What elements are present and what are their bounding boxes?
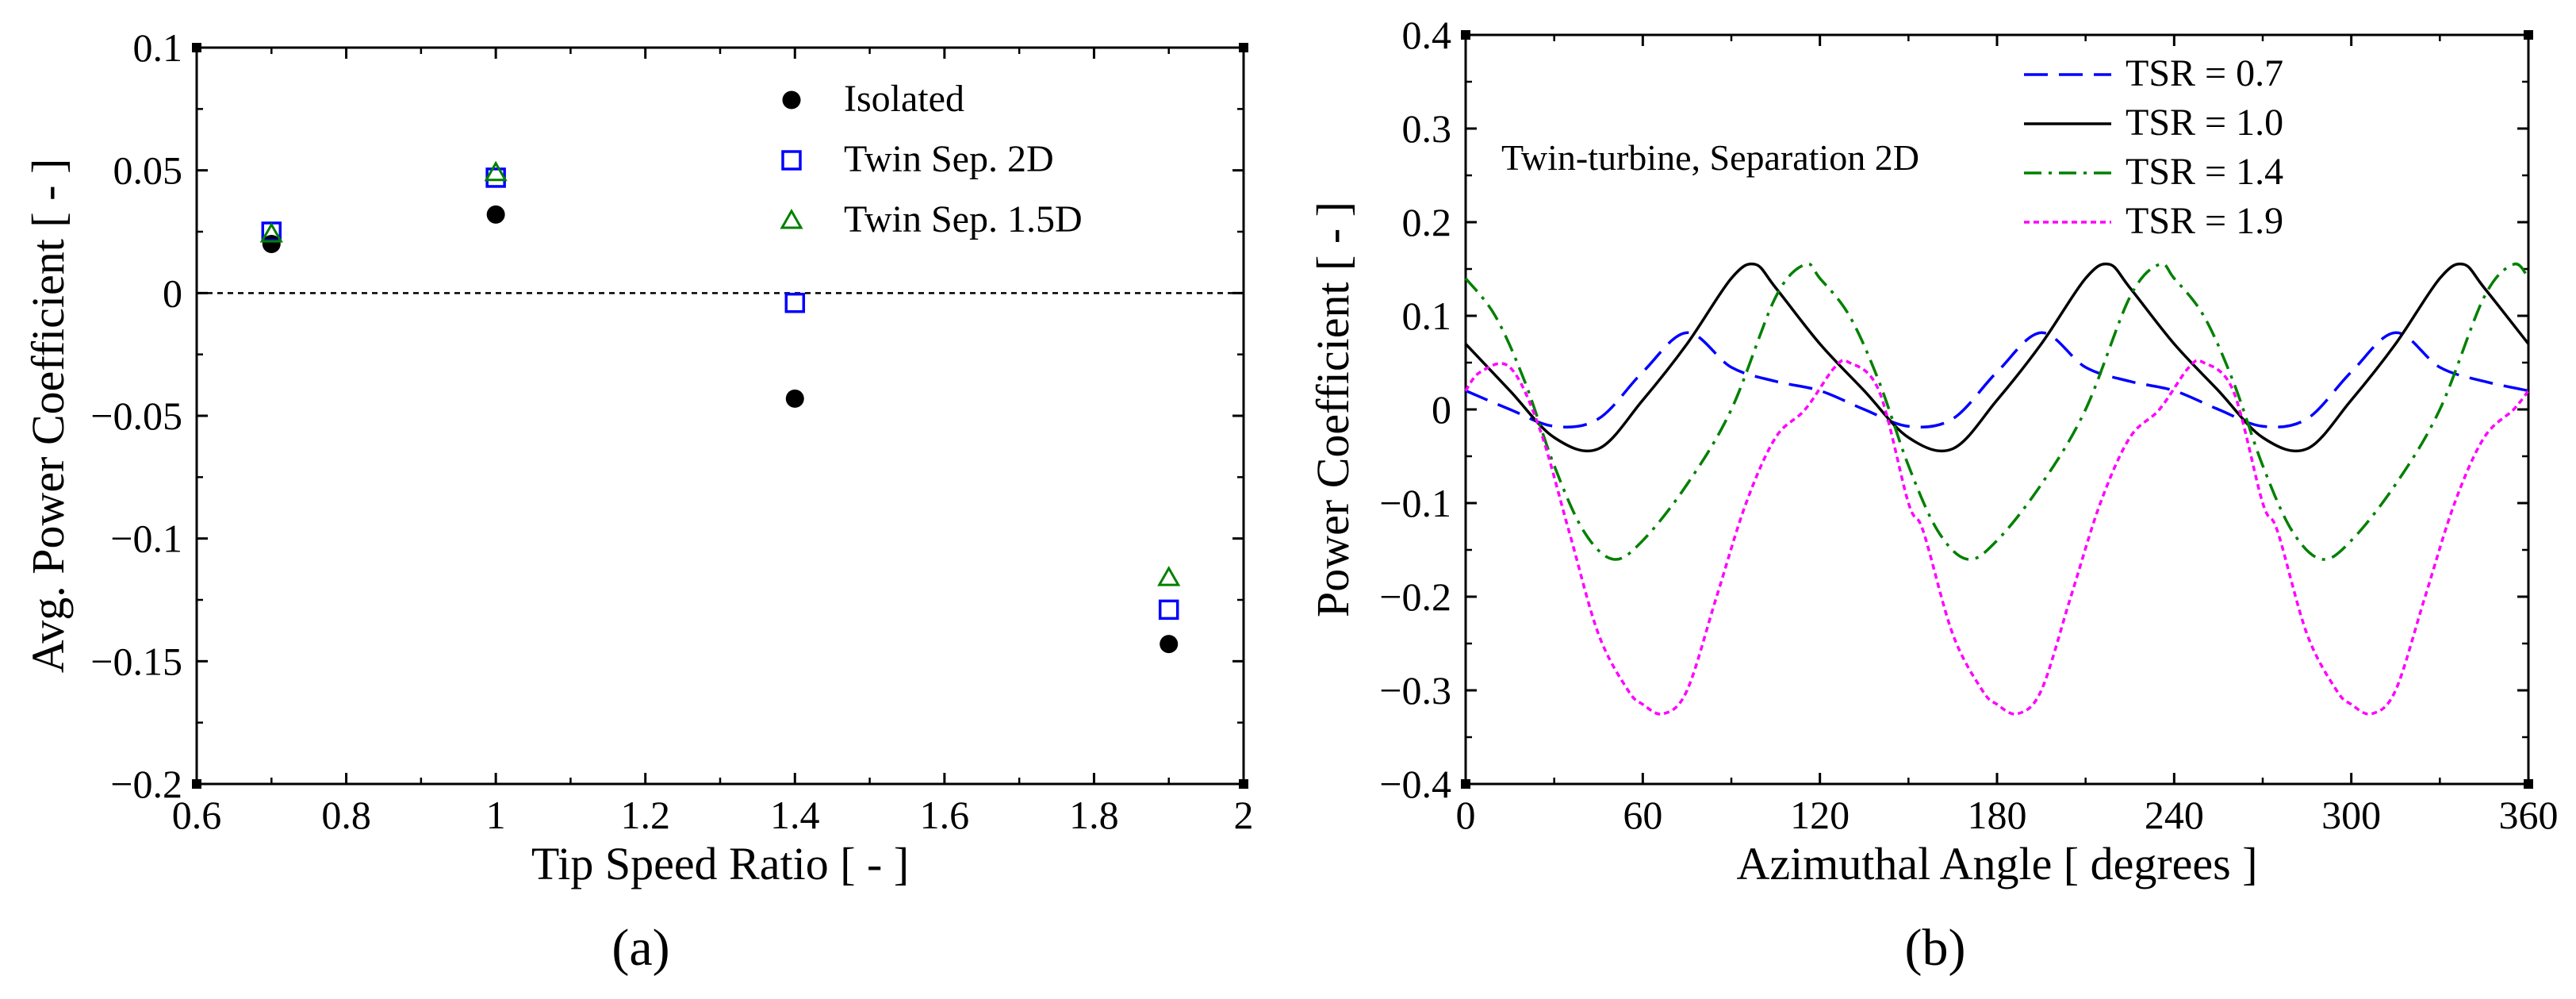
data-point-open-triangle <box>259 222 283 243</box>
legend-label: Isolated <box>844 78 964 120</box>
y-tick-label: 0 <box>163 271 182 315</box>
panel-b-x-tick-labels: 0 60 120 180 240 300 360 <box>1456 793 2559 837</box>
panel-b-x-axis-title: Azimuthal Angle [ degrees ] <box>1736 838 2257 889</box>
y-tick-label: 0.4 <box>1402 13 1452 57</box>
series-line <box>1464 359 2530 716</box>
data-point-open-square <box>784 292 806 313</box>
panel-b-chart: 0 60 120 180 240 300 360 0.4 0.3 0.2 0.1 0 −0.1 −0.2… <box>1307 13 2559 977</box>
frame-corner-marker <box>1461 30 1470 40</box>
y-tick-label: −0.1 <box>1379 481 1451 525</box>
legend-label: TSR = 1.9 <box>2126 200 2283 242</box>
x-tick-label: 360 <box>2499 793 2559 837</box>
x-tick-label: 180 <box>1968 793 2027 837</box>
y-tick-label: 0.1 <box>1402 294 1452 338</box>
legend-label: Twin Sep. 2D <box>844 138 1054 180</box>
frame-corner-marker <box>1239 779 1248 789</box>
x-tick-label: 0.8 <box>321 793 371 837</box>
panel-a-ticks <box>192 43 1248 789</box>
panel-a-x-axis-title: Tip Speed Ratio [ - ] <box>531 838 909 889</box>
y-tick-label: 0.1 <box>133 25 183 70</box>
frame-corner-marker <box>2524 30 2533 40</box>
legend-label: TSR = 0.7 <box>2126 52 2283 94</box>
frame-corner-marker <box>192 43 201 52</box>
x-tick-label: 1.4 <box>770 793 820 837</box>
panel-a-plot-frame <box>195 46 1245 786</box>
frame-corner-marker <box>2524 779 2533 789</box>
data-point-filled-circle <box>1160 635 1179 654</box>
panel-b-legend: TSR = 0.7 TSR = 1.0 TSR = 1.4 TSR = 1.9 <box>2024 52 2283 242</box>
legend-marker <box>781 150 802 171</box>
panel-b-y-tick-labels: 0.4 0.3 0.2 0.1 0 −0.1 −0.2 −0.3 −0.4 <box>1379 13 1451 806</box>
panel-a-y-axis-title: Avg. Power Coefficient [ - ] <box>22 159 74 674</box>
panel-b-series-lines <box>1464 262 2530 716</box>
x-tick-label: 1.8 <box>1069 793 1119 837</box>
legend-label: Twin Sep. 1.5D <box>844 198 1083 240</box>
legend-label: TSR = 1.0 <box>2126 102 2283 144</box>
data-point-open-triangle <box>484 160 508 182</box>
y-tick-label: −0.05 <box>90 394 182 438</box>
x-tick-label: 0.6 <box>172 793 222 837</box>
x-tick-label: 60 <box>1623 793 1662 837</box>
series-line <box>1464 262 2530 453</box>
panel-b-y-axis-title: Power Coefficient [ - ] <box>1307 202 1359 617</box>
y-tick-label: 0.3 <box>1402 106 1452 151</box>
legend-label: TSR = 1.4 <box>2126 151 2283 193</box>
panel-a-label: (a) <box>611 919 669 977</box>
y-tick-label: −0.15 <box>90 639 182 683</box>
panel-a-data-points <box>259 160 1181 654</box>
y-tick-label: −0.4 <box>1379 762 1451 806</box>
legend-marker <box>782 90 801 110</box>
x-tick-label: 240 <box>2145 793 2204 837</box>
panel-b-label: (b) <box>1905 919 1966 977</box>
frame-corner-marker <box>192 779 201 789</box>
y-tick-label: −0.2 <box>1379 574 1451 619</box>
x-tick-label: 1.6 <box>920 793 970 837</box>
x-tick-label: 1 <box>486 793 506 837</box>
x-tick-label: 0 <box>1456 793 1476 837</box>
panel-a-x-tick-labels: 0.6 0.8 1 1.2 1.4 1.6 1.8 2 <box>172 793 1254 837</box>
x-tick-label: 2 <box>1234 793 1254 837</box>
y-tick-label: −0.2 <box>110 762 182 806</box>
y-tick-label: 0.2 <box>1402 200 1452 244</box>
frame-corner-marker <box>1461 779 1470 789</box>
panel-a-legend: Isolated Twin Sep. 2D Twin Sep. 1.5D <box>780 78 1083 240</box>
y-tick-label: 0 <box>1432 387 1451 432</box>
data-point-open-triangle <box>1157 566 1181 586</box>
y-tick-label: −0.1 <box>110 517 182 561</box>
panel-a-chart: 0.6 0.8 1 1.2 1.4 1.6 1.8 2 0.1 0.05 0 −0.05 −0.1 −0… <box>22 25 1254 977</box>
frame-corner-marker <box>1239 43 1248 52</box>
data-point-open-square <box>1158 599 1179 621</box>
panel-a-y-tick-labels: 0.1 0.05 0 −0.05 −0.1 −0.15 −0.2 <box>90 25 182 806</box>
panel-b-annotation: Twin-turbine, Separation 2D <box>1501 137 1919 178</box>
x-tick-label: 300 <box>2321 793 2381 837</box>
series-line <box>1464 262 2530 561</box>
x-tick-label: 120 <box>1790 793 1850 837</box>
y-tick-label: 0.05 <box>113 148 183 193</box>
legend-marker <box>780 208 803 229</box>
data-point-filled-circle <box>785 389 804 408</box>
y-tick-label: −0.3 <box>1379 668 1451 713</box>
data-point-filled-circle <box>486 205 505 224</box>
x-tick-label: 1.2 <box>620 793 670 837</box>
panel-b-ticks <box>1461 30 2533 789</box>
